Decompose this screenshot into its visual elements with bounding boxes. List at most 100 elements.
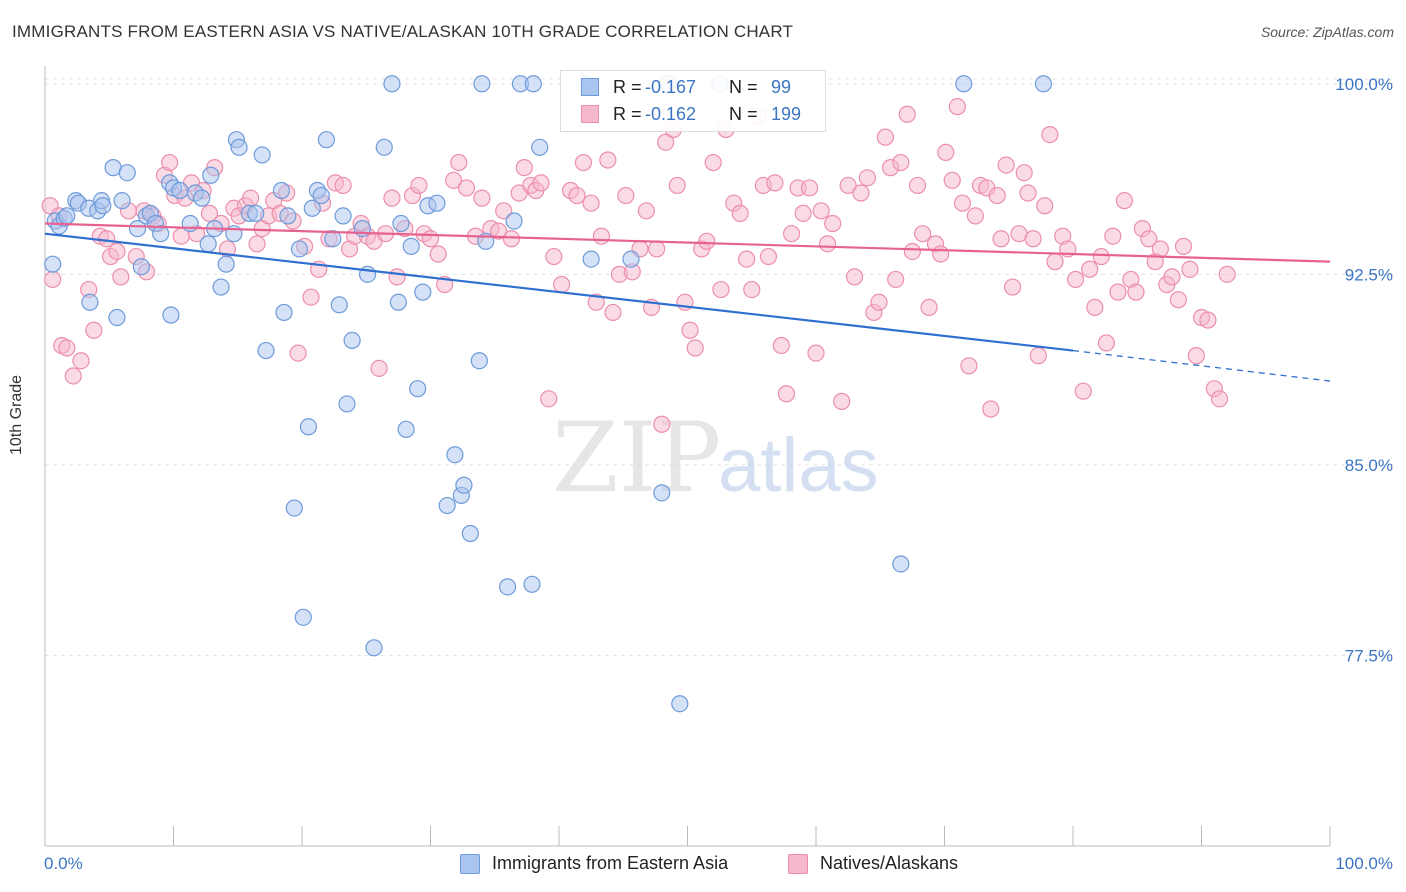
eastern-asia-point — [94, 197, 112, 215]
eastern-asia-point — [402, 237, 420, 255]
natives-point — [908, 176, 927, 195]
watermark-zip: ZIP — [552, 402, 721, 514]
eastern-asia-point — [499, 578, 517, 596]
natives-point — [450, 153, 468, 172]
natives-point — [782, 225, 801, 243]
natives-point — [818, 235, 837, 253]
natives-point — [738, 250, 756, 268]
r-label: R = — [613, 104, 642, 124]
natives-point — [161, 153, 179, 172]
natives-point — [1086, 298, 1104, 316]
eastern-asia-point — [132, 258, 150, 276]
natives-point — [992, 230, 1010, 248]
eastern-asia-point — [217, 255, 235, 273]
natives-point — [845, 268, 864, 286]
pink-swatch — [788, 854, 808, 874]
natives-point — [1210, 390, 1229, 408]
eastern-asia-point — [272, 181, 291, 200]
natives-point — [1066, 270, 1085, 289]
natives-point — [997, 156, 1015, 174]
natives-point — [1218, 265, 1236, 283]
natives-point — [445, 171, 463, 189]
eastern-asia-point — [375, 138, 393, 156]
natives-point — [1127, 283, 1145, 301]
pink-swatch — [581, 105, 599, 123]
natives-point — [1015, 164, 1033, 182]
eastern-asia-point — [446, 446, 464, 464]
natives-point — [1097, 334, 1116, 352]
x-tick-labels: 0.0% 100.0% — [44, 854, 1393, 873]
eastern-asia-point — [505, 212, 523, 230]
eastern-asia-point — [338, 395, 356, 413]
natives-point — [892, 153, 910, 172]
natives-point — [574, 153, 593, 172]
natives-point — [388, 268, 406, 286]
natives-point — [532, 174, 550, 192]
natives-point — [637, 202, 655, 220]
eastern-asia-point — [428, 194, 446, 212]
blue-swatch — [581, 78, 599, 96]
natives-point — [1174, 237, 1193, 255]
natives-point — [668, 176, 686, 195]
eastern-asia-point — [303, 199, 321, 217]
eastern-asia-point — [193, 189, 211, 207]
natives-point — [858, 169, 877, 187]
eastern-asia-point — [392, 214, 410, 233]
natives-point — [1104, 227, 1122, 245]
natives-point — [712, 280, 730, 299]
eastern-asia-point — [523, 575, 541, 593]
eastern-asia-point — [81, 293, 99, 311]
natives-point — [515, 159, 533, 177]
natives-point — [1115, 192, 1134, 210]
eastern-asia-point — [162, 306, 180, 324]
eastern-asia-point — [622, 250, 640, 268]
natives-point — [932, 245, 950, 263]
natives-point — [698, 232, 716, 250]
natives-point — [200, 204, 219, 222]
natives-point — [108, 242, 126, 261]
correlation-legend: R = -0.167 N = 99 R = -0.162 N = 199 — [560, 70, 826, 132]
legend-label: Immigrants from Eastern Asia — [492, 853, 729, 873]
natives-point — [457, 179, 476, 197]
axes — [44, 66, 1331, 847]
n-value: 199 — [771, 104, 802, 124]
eastern-asia-point — [397, 420, 415, 438]
natives-point — [920, 298, 938, 316]
natives-point — [289, 344, 307, 362]
natives-point — [966, 207, 984, 225]
y-tick-label: 85.0% — [1345, 456, 1393, 475]
eastern-asia-point — [383, 75, 401, 93]
x-tick-label: 100.0% — [1335, 854, 1393, 873]
natives-point — [772, 336, 790, 355]
eastern-asia-point — [290, 240, 309, 258]
natives-point — [807, 344, 825, 362]
natives-point — [982, 400, 1000, 418]
natives-point — [72, 352, 90, 370]
eastern-asia-point — [199, 235, 217, 253]
natives-point — [1163, 268, 1181, 286]
natives-point — [937, 143, 955, 161]
natives-point — [800, 179, 819, 197]
eastern-asia-point — [128, 220, 147, 238]
eastern-asia-point — [955, 75, 973, 93]
natives-point — [1081, 260, 1099, 278]
eastern-asia-point — [470, 352, 488, 370]
natives-point — [1187, 347, 1205, 365]
natives-point — [839, 176, 857, 195]
eastern-asia-point — [247, 204, 265, 222]
natives-point — [1041, 125, 1059, 144]
natives-point — [1169, 291, 1187, 309]
natives-point — [1036, 197, 1054, 215]
natives-point — [383, 189, 401, 207]
eastern-asia-point — [343, 331, 361, 349]
eastern-asia-point — [58, 207, 76, 225]
eastern-asia-point — [118, 164, 136, 182]
natives-point — [903, 242, 921, 261]
n-label: N = — [729, 104, 758, 124]
r-value: -0.162 — [645, 104, 697, 124]
natives-point — [870, 293, 888, 311]
eastern-asia-point — [531, 138, 549, 156]
natives-point — [421, 230, 440, 248]
eastern-asia-point — [152, 225, 170, 243]
